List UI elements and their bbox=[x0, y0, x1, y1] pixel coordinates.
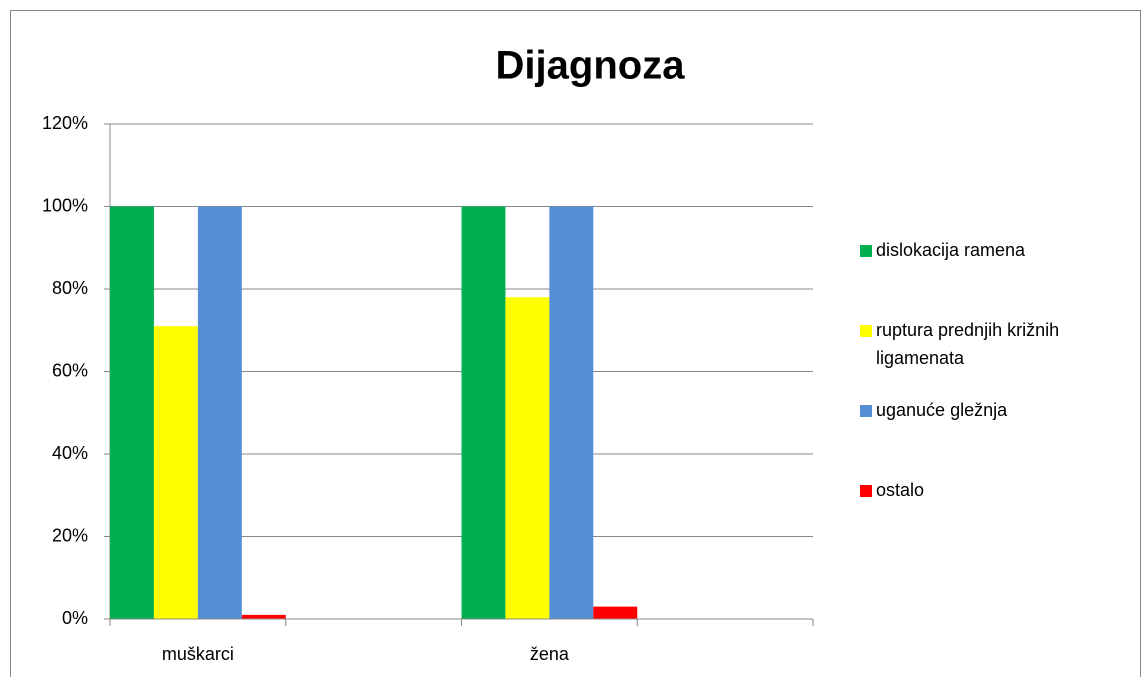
bar bbox=[241, 614, 286, 619]
bar bbox=[110, 206, 154, 619]
chart-title: Dijagnoza bbox=[496, 44, 686, 88]
chart-border bbox=[10, 10, 1141, 677]
legend-swatch bbox=[860, 245, 872, 257]
legend-swatch bbox=[860, 485, 872, 497]
bar bbox=[153, 326, 198, 619]
bar bbox=[461, 206, 506, 619]
x-tick-label: žena bbox=[530, 644, 570, 664]
legend-label: ostalo bbox=[876, 480, 925, 500]
legend-swatch bbox=[860, 325, 872, 337]
legend-item: ostalo bbox=[860, 480, 1100, 560]
y-tick-label: 20% bbox=[52, 525, 88, 545]
x-tick-label: muškarci bbox=[162, 644, 234, 664]
bar bbox=[505, 297, 550, 619]
legend-label: ruptura prednjih križnih ligamenata bbox=[876, 320, 1060, 368]
legend-label: uganuće gležnja bbox=[876, 400, 1008, 420]
legend-label: dislokacija ramena bbox=[876, 240, 1026, 260]
legend-item: uganuće gležnja bbox=[860, 400, 1100, 480]
y-tick-label: 100% bbox=[42, 195, 88, 215]
legend-item: ruptura prednjih križnih ligamenata bbox=[860, 320, 1100, 400]
y-tick-label: 0% bbox=[62, 608, 88, 628]
bar bbox=[593, 606, 638, 619]
legend: dislokacija ramena ruptura prednjih križn… bbox=[860, 240, 1100, 560]
legend-item: dislokacija ramena bbox=[860, 240, 1100, 320]
y-tick-label: 40% bbox=[52, 443, 88, 463]
y-tick-label: 80% bbox=[52, 278, 88, 298]
bar bbox=[197, 206, 242, 619]
y-tick-label: 120% bbox=[42, 113, 88, 133]
legend-swatch bbox=[860, 405, 872, 417]
y-tick-label: 60% bbox=[52, 360, 88, 380]
bar bbox=[549, 206, 594, 619]
